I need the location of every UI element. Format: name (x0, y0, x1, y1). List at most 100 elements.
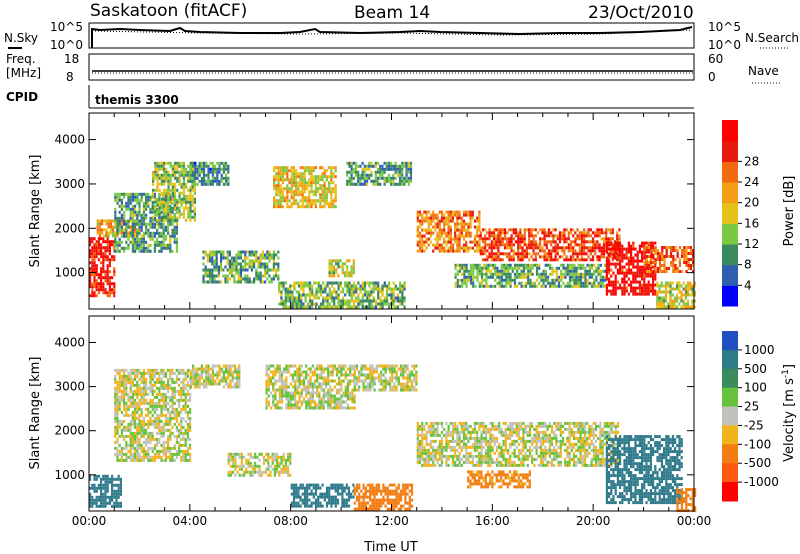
data-cell (693, 284, 696, 288)
data-cell (663, 261, 666, 264)
data-cell (277, 190, 280, 194)
data-cell (357, 287, 360, 291)
data-cell (164, 404, 167, 408)
data-cell (650, 261, 653, 264)
data-cell (118, 249, 121, 253)
data-cell (209, 253, 212, 257)
data-cell (645, 262, 648, 266)
data-cell (632, 277, 635, 281)
data-cell (583, 249, 586, 253)
data-cell (390, 161, 393, 165)
data-cell (123, 234, 126, 238)
data-cell (116, 425, 119, 429)
data-cell (355, 290, 358, 294)
data-cell (374, 281, 378, 285)
data-cell (643, 252, 646, 255)
data-cell (600, 252, 603, 256)
data-cell (471, 246, 474, 250)
data-cell (171, 228, 174, 232)
data-cell (145, 228, 148, 232)
data-cell (111, 477, 114, 481)
data-cell (394, 287, 397, 291)
data-cell (385, 164, 388, 168)
data-cell (140, 243, 143, 247)
data-cell (332, 172, 335, 176)
data-cell (479, 237, 482, 241)
data-cell (693, 299, 696, 303)
data-cell (125, 389, 128, 393)
data-cell (259, 253, 262, 257)
data-cell (429, 240, 433, 244)
data-cell (469, 269, 473, 273)
data-cell (120, 225, 123, 229)
data-cell (189, 209, 192, 213)
data-cell (279, 184, 282, 188)
data-cell (156, 167, 159, 171)
data-cell (91, 501, 94, 505)
data-cell (131, 228, 134, 232)
data-cell (650, 249, 653, 252)
data-cell (158, 218, 161, 222)
data-cell (401, 299, 404, 303)
data-cell (104, 288, 107, 292)
data-cell (93, 255, 96, 259)
data-cell (292, 178, 295, 182)
data-cell (575, 269, 578, 273)
data-cell (447, 249, 450, 253)
data-cell (295, 193, 298, 197)
data-cell (612, 280, 615, 284)
data-cell (211, 182, 214, 186)
data-cell (682, 305, 685, 309)
data-cell (136, 455, 139, 459)
data-cell (213, 250, 216, 254)
cpid-program: themis 3300 (95, 93, 179, 107)
data-cell (593, 278, 596, 282)
data-cell (158, 222, 161, 226)
data-cell (156, 218, 159, 222)
data-cell (692, 261, 695, 264)
data-cell (602, 249, 606, 253)
data-cell (295, 281, 298, 285)
data-cell (106, 264, 109, 268)
data-cell (562, 266, 565, 270)
data-cell (365, 173, 369, 177)
data-cell (189, 212, 192, 216)
data-cell (508, 240, 511, 244)
data-cell (158, 192, 161, 196)
data-cell (153, 225, 156, 229)
data-cell (235, 280, 238, 284)
data-cell (129, 398, 132, 402)
data-cell (187, 194, 190, 198)
data-cell (131, 398, 134, 402)
data-cell (497, 255, 500, 259)
data-cell (123, 413, 126, 417)
data-cell (421, 246, 424, 250)
data-cell (286, 196, 289, 200)
data-cell (158, 389, 161, 393)
date-label: 23/Oct/2010 (588, 3, 694, 23)
data-cell (674, 258, 677, 261)
data-cell (368, 299, 371, 303)
data-cell (346, 299, 349, 303)
data-cell (214, 164, 217, 168)
data-cell (281, 181, 284, 185)
data-cell (116, 234, 119, 238)
data-cell (538, 263, 541, 267)
data-cell (117, 489, 120, 493)
data-cell (416, 225, 419, 229)
data-cell (337, 284, 340, 288)
data-cell (189, 203, 192, 207)
data-cell (104, 273, 107, 277)
data-cell (398, 176, 402, 180)
data-cell (554, 243, 557, 247)
data-cell (479, 249, 482, 253)
data-cell (684, 287, 687, 291)
data-cell (567, 246, 570, 250)
data-cell (671, 299, 674, 303)
data-cell (416, 213, 419, 217)
data-cell (652, 255, 655, 258)
data-cell (158, 200, 161, 204)
data-cell (169, 395, 172, 399)
data-cell (563, 258, 566, 262)
data-cell (447, 228, 450, 232)
